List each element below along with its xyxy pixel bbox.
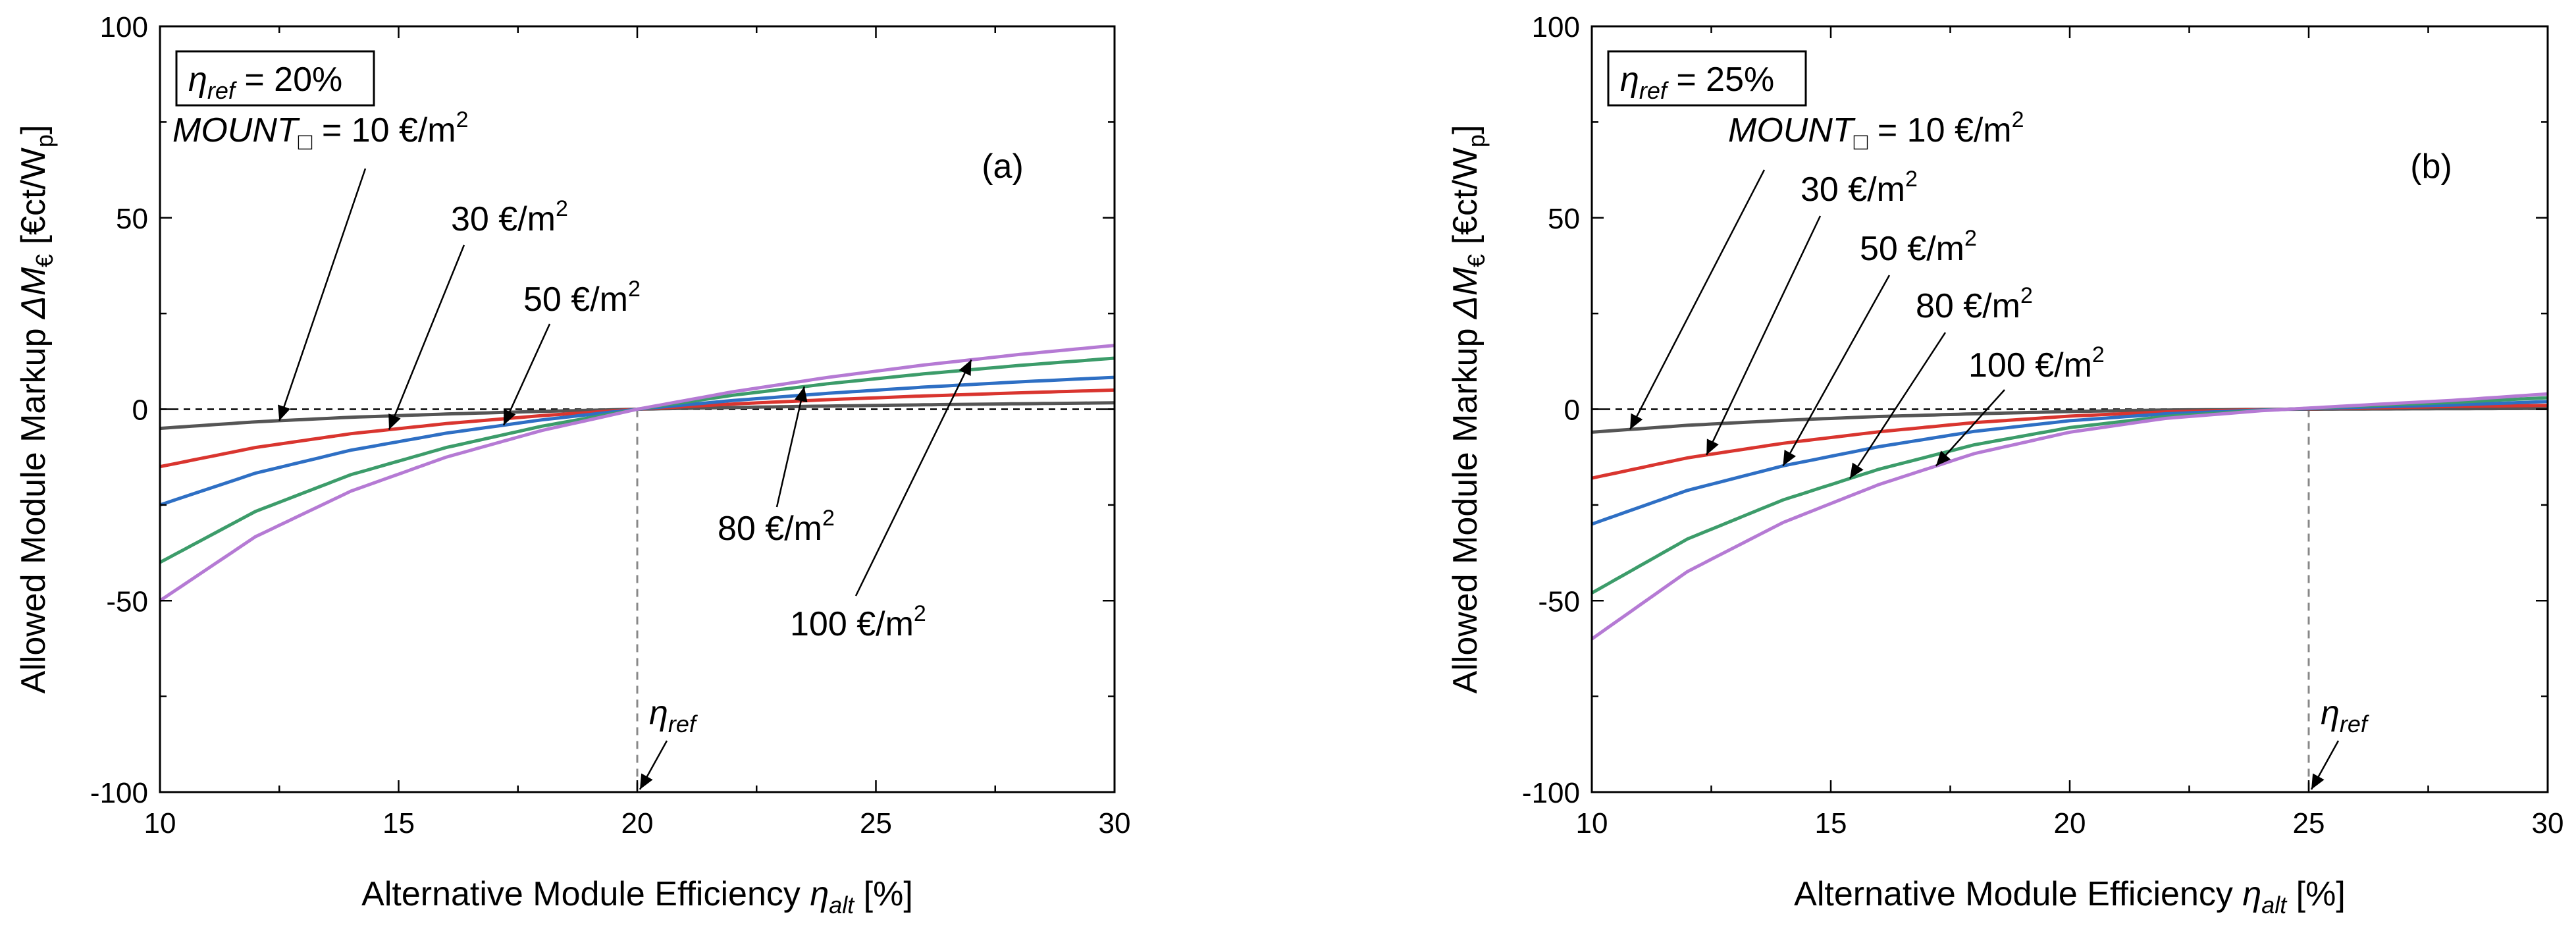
y-tick-label: 50 [1548, 203, 1580, 235]
panel-tag: (a) [982, 147, 1024, 186]
eta-ref-arrow [2310, 740, 2340, 790]
y-tick-label: 100 [100, 11, 148, 43]
eta-ref-box-label: ηref = 25% [1620, 61, 1774, 104]
series-line-4 [1592, 396, 2548, 595]
x-axis-label: Alternative Module Efficiency ηalt [%] [361, 875, 913, 919]
series-annotation-arrow-5 [1935, 389, 2005, 467]
series-annotation-arrow-4 [775, 386, 808, 508]
y-tick-label: 50 [116, 203, 148, 235]
eta-ref-box [175, 50, 375, 107]
y-axis-label: Allowed Module Markup ΔM€ [€ct/Wp] [1446, 125, 1490, 694]
chart-panel-a: 10 15 20 25 30 -100 -50 0 50 100 Alternative Modul… [14, 11, 1130, 919]
series-annotation-arrow-2 [1706, 215, 1822, 456]
eta-ref-axis-label: ηref [2321, 694, 2370, 737]
y-tick-label: -50 [106, 585, 148, 618]
x-tick-label: 15 [1815, 807, 1847, 840]
y-axis-label: Allowed Module Markup ΔM€ [€ct/Wp] [14, 125, 58, 694]
series-annotation-arrow-1 [1629, 169, 1766, 430]
x-axis-label: Alternative Module Efficiency ηalt [%] [1794, 875, 2346, 919]
x-tick-label: 15 [382, 807, 415, 840]
x-tick-label: 30 [1099, 807, 1131, 840]
series-annotation-arrow-2 [388, 244, 465, 431]
x-tick-label: 10 [144, 807, 176, 840]
y-tick-label: 100 [1532, 11, 1580, 43]
eta-ref-axis-label: ηref [649, 694, 698, 737]
chart-panel-b: 10 15 20 25 30 -100 -50 0 50 100 Alternative Modul… [1446, 11, 2563, 919]
series-group [160, 344, 1115, 602]
series-annotation-3: 50 €/m2 [523, 277, 641, 319]
y-tick-label: -50 [1538, 585, 1580, 618]
series-annotation-arrow-3 [1782, 275, 1891, 467]
series-annotation-arrow-1 [278, 168, 367, 421]
y-tick-label: 0 [1564, 394, 1580, 427]
series-annotation-3: 50 €/m2 [1860, 226, 1977, 268]
series-group [1592, 392, 2548, 641]
y-tick-label: -100 [1522, 777, 1580, 809]
x-tick-label: 25 [2293, 807, 2325, 840]
series-annotation-arrow-3 [502, 323, 551, 426]
x-tick-label: 20 [621, 807, 654, 840]
series-annotation-2: 30 €/m2 [451, 196, 568, 238]
series-annotation-1: MOUNT□ = 10 €/m2 [1728, 107, 2024, 155]
y-tick-label: -100 [90, 777, 148, 809]
x-tick-label: 20 [2054, 807, 2086, 840]
eta-ref-arrow [639, 740, 668, 790]
series-annotation-4: 80 €/m2 [1916, 283, 2033, 325]
series-annotation-arrow-4 [1849, 332, 1947, 479]
series-annotation-2: 30 €/m2 [1801, 167, 1918, 209]
series-annotation-arrow-5 [854, 359, 972, 597]
x-tick-label: 25 [860, 807, 892, 840]
series-annotation-1: MOUNT□ = 10 €/m2 [172, 107, 469, 155]
x-tick-label: 10 [1576, 807, 1608, 840]
series-annotation-4: 80 €/m2 [718, 506, 835, 548]
eta-ref-box-label: ηref = 20% [188, 61, 342, 104]
series-line-3 [1592, 400, 2548, 526]
series-line-5 [160, 344, 1115, 602]
series-annotation-5: 100 €/m2 [790, 601, 926, 643]
series-line-5 [1592, 392, 2548, 641]
panel-tag: (b) [2410, 147, 2452, 186]
eta-ref-box [1607, 50, 1807, 107]
x-tick-label: 30 [2532, 807, 2564, 840]
series-line-2 [1592, 404, 2548, 480]
series-annotation-5: 100 €/m2 [1968, 342, 2105, 385]
y-tick-label: 0 [132, 394, 148, 427]
